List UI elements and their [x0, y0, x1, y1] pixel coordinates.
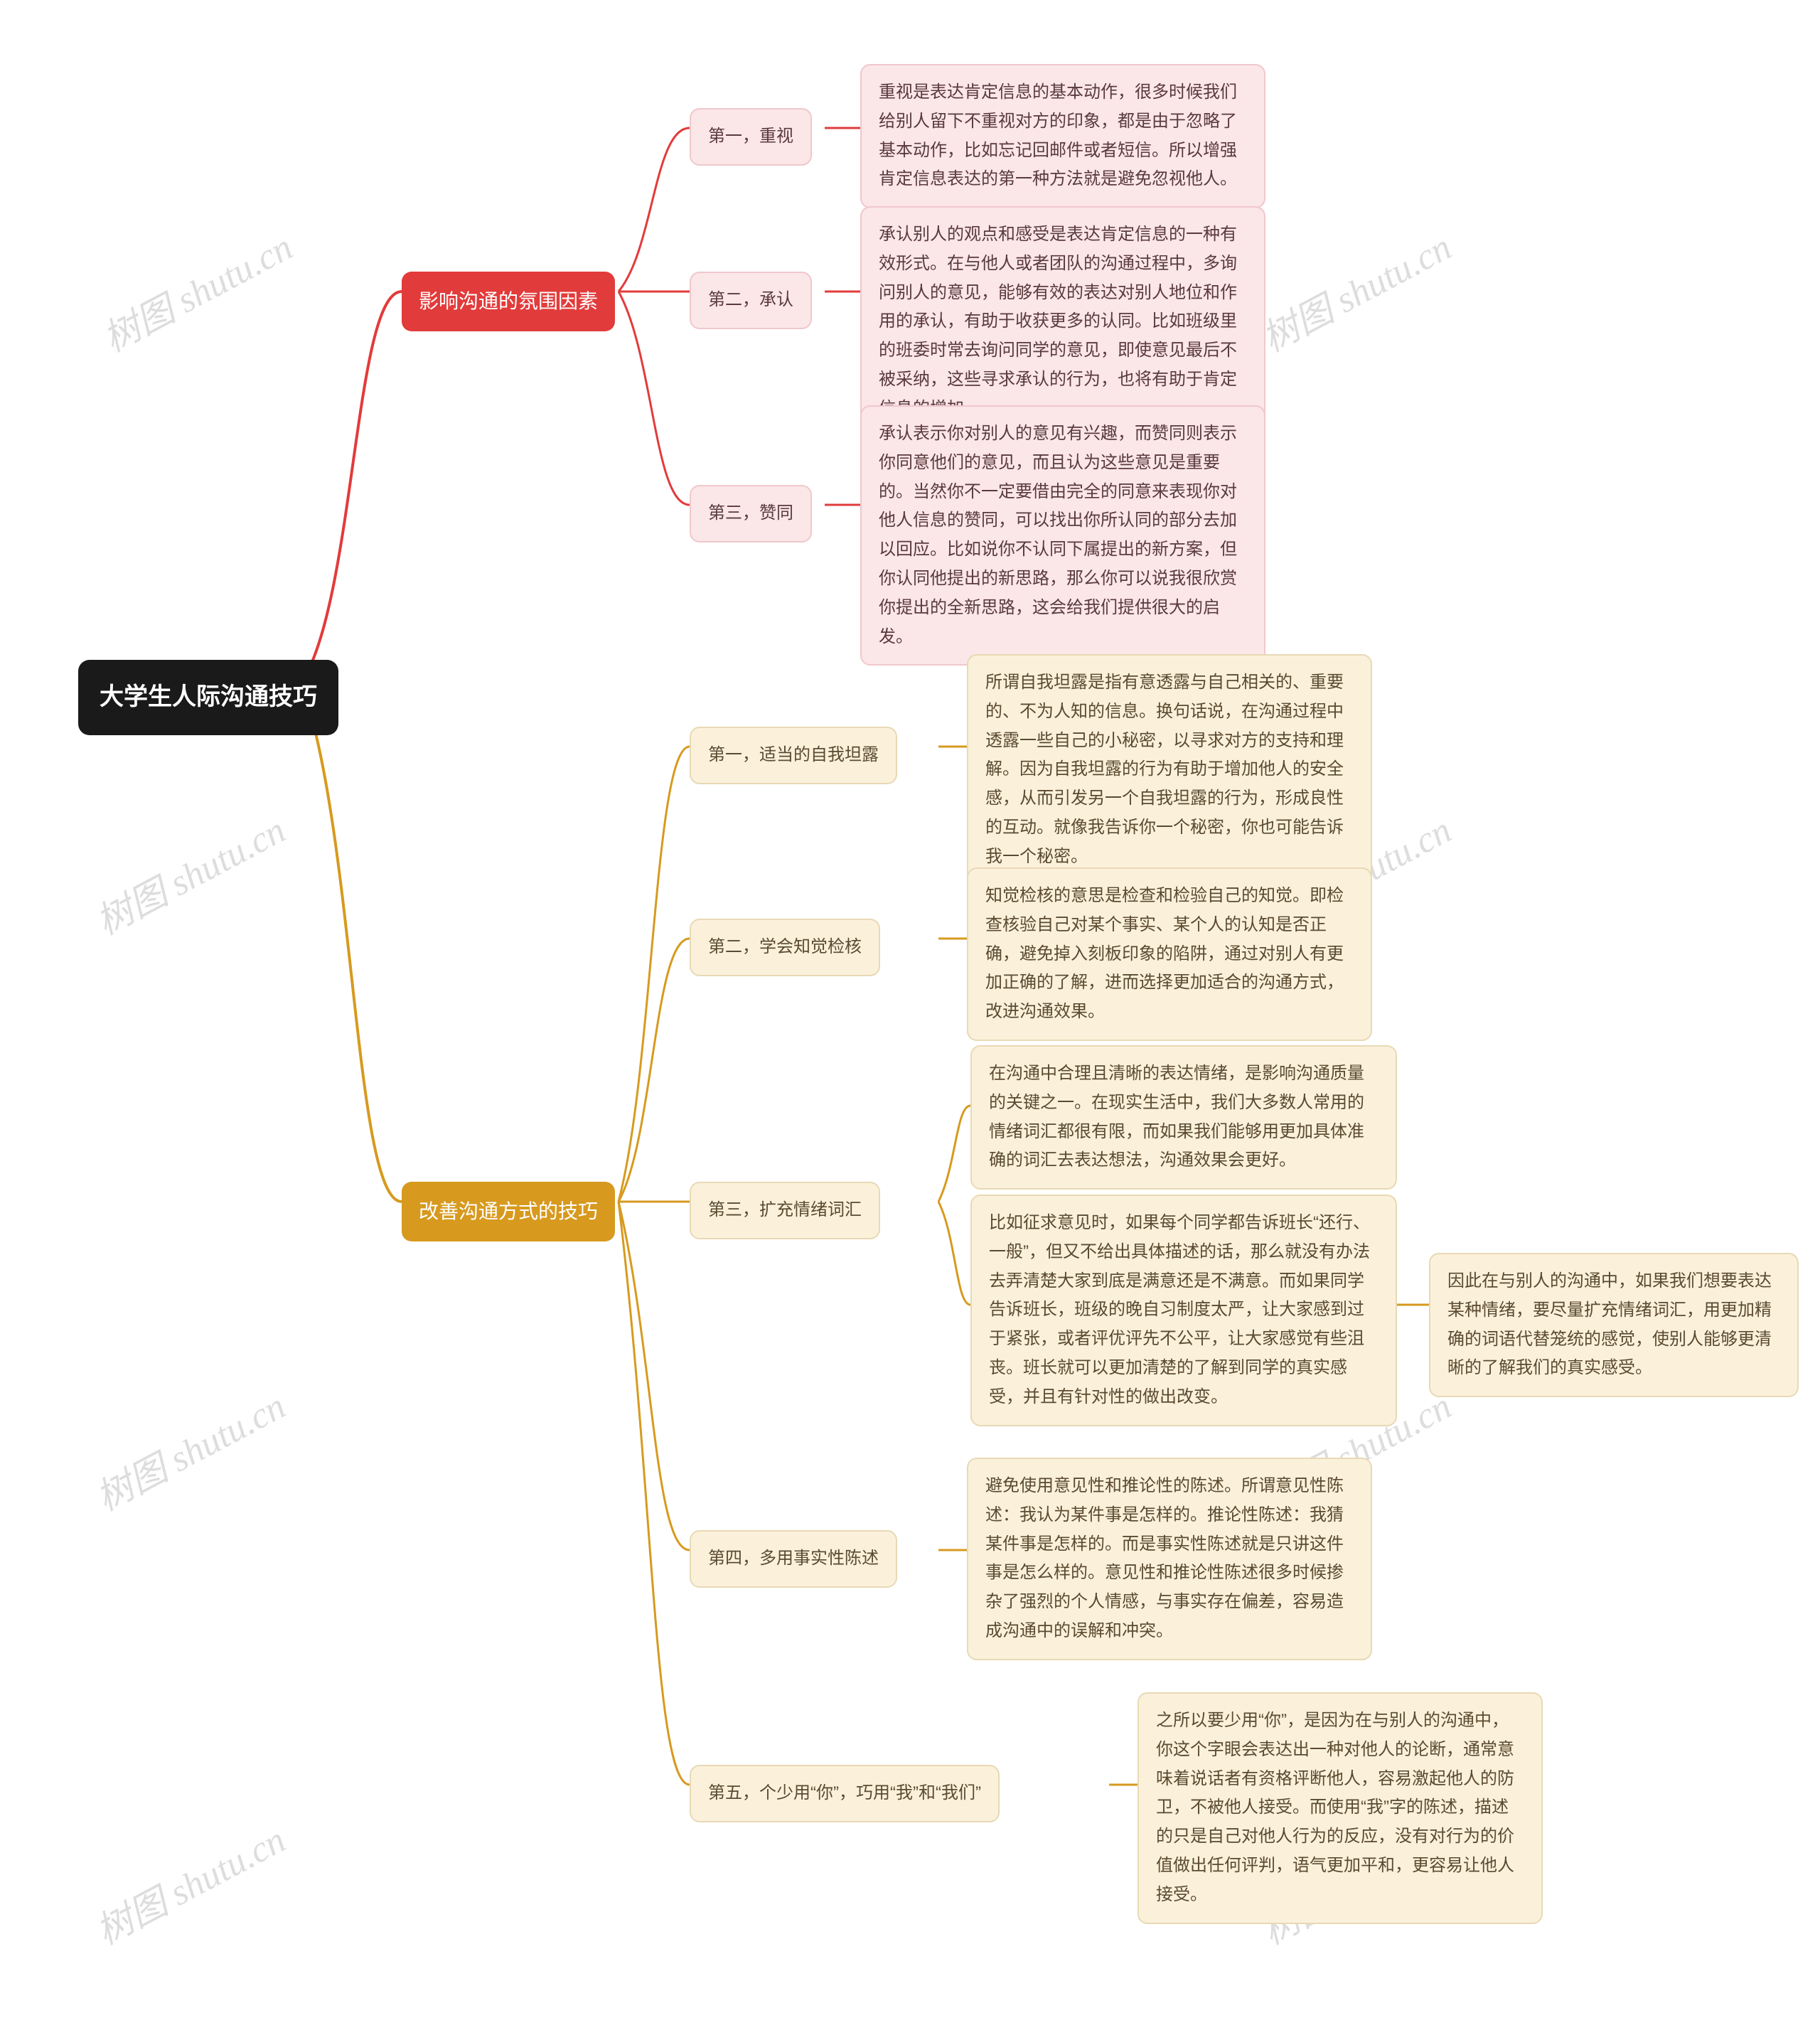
- atmosphere-p3-body: 承认表示你对别人的意见有兴趣，而赞同则表示你同意他们的意见，而且认为这些意见是重…: [860, 405, 1265, 666]
- watermark: 树图 shutu.cn: [92, 218, 300, 362]
- atmosphere-p1-body: 重视是表达肯定信息的基本动作，很多时候我们给别人留下不重视对方的印象，都是由于忽…: [860, 64, 1265, 208]
- root-node: 大学生人际沟通技巧: [78, 660, 338, 735]
- watermark: 树图 shutu.cn: [1251, 218, 1459, 362]
- skills-s5-body: 之所以要少用“你”，是因为在与别人的沟通中，你这个字眼会表达出一种对他人的论断，…: [1138, 1692, 1543, 1924]
- watermark: 树图 shutu.cn: [85, 1810, 293, 1955]
- branch-skills: 改善沟通方式的技巧: [402, 1182, 615, 1241]
- skills-s3-title: 第三，扩充情绪词汇: [690, 1182, 880, 1239]
- atmosphere-p1-title: 第一，重视: [690, 108, 812, 166]
- skills-s3-body-b: 比如征求意见时，如果每个同学都告诉班长“还行、一般”，但又不给出具体描述的话，那…: [970, 1195, 1397, 1426]
- skills-s3-body-c: 因此在与别人的沟通中，如果我们想要表达某种情绪，要尽量扩充情绪词汇，用更加精确的…: [1429, 1253, 1799, 1397]
- branch-atmosphere: 影响沟通的氛围因素: [402, 272, 615, 331]
- atmosphere-p2-title: 第二，承认: [690, 272, 812, 329]
- watermark: 树图 shutu.cn: [85, 801, 293, 945]
- atmosphere-p3-title: 第三，赞同: [690, 485, 812, 543]
- skills-s5-title: 第五，个少用“你”，巧用“我”和“我们”: [690, 1765, 1000, 1822]
- watermark: 树图 shutu.cn: [85, 1377, 293, 1521]
- skills-s4-body: 避免使用意见性和推论性的陈述。所谓意见性陈述：我认为某件事是怎样的。推论性陈述：…: [967, 1458, 1372, 1660]
- skills-s3-body-a: 在沟通中合理且清晰的表达情绪，是影响沟通质量的关键之一。在现实生活中，我们大多数…: [970, 1045, 1397, 1190]
- skills-s2-title: 第二，学会知觉检核: [690, 919, 880, 976]
- skills-s4-title: 第四，多用事实性陈述: [690, 1530, 897, 1588]
- skills-s2-body: 知觉检核的意思是检查和检验自己的知觉。即检查核验自己对某个事实、某个人的认知是否…: [967, 867, 1372, 1041]
- mindmap-stage: 树图 shutu.cn 树图 shutu.cn 树图 shutu.cn 树图 s…: [0, 0, 1820, 2030]
- skills-s1-title: 第一，适当的自我坦露: [690, 727, 897, 784]
- skills-s1-body: 所谓自我坦露是指有意透露与自己相关的、重要的、不为人知的信息。换句话说，在沟通过…: [967, 654, 1372, 886]
- atmosphere-p2-body: 承认别人的观点和感受是表达肯定信息的一种有效形式。在与他人或者团队的沟通过程中，…: [860, 206, 1265, 438]
